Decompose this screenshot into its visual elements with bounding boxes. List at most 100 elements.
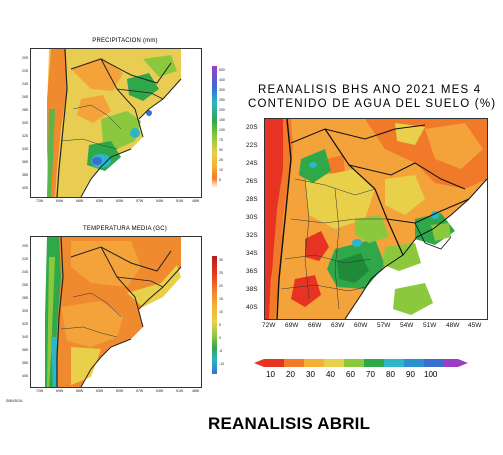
temp-cbar-tick: 20 (219, 284, 223, 288)
temp-lon-tick: 63W (96, 389, 104, 393)
soil-cbar-tick: 20 (286, 370, 295, 379)
temp-cbar-tick: 25 (219, 271, 223, 275)
temp-cbar-tick: 0 (219, 336, 221, 340)
temperature-panel: TEMPERATURA MEDIA (GC) 20S 22S 24S (6, 226, 230, 406)
soil-lat-tick: 40S (246, 304, 258, 311)
soil-lon-tick: 60W (354, 322, 368, 329)
precip-lat-tick: 40S (22, 186, 29, 190)
precip-lat-tick: 34S (22, 147, 29, 151)
soil-lon-tick: 51W (423, 322, 437, 329)
temp-lon-tick: 66W (76, 389, 84, 393)
precip-cbar-tick: 75 (219, 138, 223, 142)
soil-cbar-tick: 80 (386, 370, 395, 379)
temp-cbar-tick: -10 (219, 362, 225, 366)
precipitation-colorbar (212, 66, 217, 188)
soil-moisture-map-graphic (265, 119, 487, 319)
precip-cbar-tick: 50 (219, 148, 223, 152)
precip-lon-tick: 60W (116, 199, 124, 203)
precipitation-map-graphic (31, 49, 201, 197)
temp-lon-tick: 54W (156, 389, 164, 393)
temp-lat-tick: 28S (22, 296, 29, 300)
temp-lat-tick: 40S (22, 374, 29, 378)
precip-lat-tick: 36S (22, 160, 29, 164)
precip-lon-tick: 63W (96, 199, 104, 203)
precip-lon-tick: 54W (156, 199, 164, 203)
precip-cbar-tick: 400 (219, 78, 225, 82)
precip-lon-tick: 51W (176, 199, 184, 203)
soil-cbar-tick: 60 (346, 370, 355, 379)
temperature-title: TEMPERATURA MEDIA (GC) (83, 226, 167, 232)
temp-cbar-tick: 15 (219, 297, 223, 301)
precip-lat-tick: 26S (22, 95, 29, 99)
soil-lat-tick: 34S (246, 250, 258, 257)
temp-lat-tick: 24S (22, 270, 29, 274)
precip-lon-tick: 48W (192, 199, 200, 203)
precip-lat-tick: 20S (22, 56, 29, 60)
soil-cbar-tick: 90 (406, 370, 415, 379)
soil-moisture-map (264, 118, 488, 320)
soil-cbar-tick: 40 (326, 370, 335, 379)
temp-cbar-tick: 10 (219, 310, 223, 314)
precip-lat-tick: 22S (22, 69, 29, 73)
temp-lat-tick: 32S (22, 322, 29, 326)
precip-cbar-tick: 300 (219, 88, 225, 92)
precip-lat-tick: 30S (22, 121, 29, 125)
temp-cbar-tick: 30 (219, 258, 223, 262)
precip-lat-tick: 32S (22, 134, 29, 138)
soil-lat-tick: 28S (246, 196, 258, 203)
temperature-credit: SMN/DGA (6, 399, 23, 403)
precip-cbar-tick: 10 (219, 168, 223, 172)
soil-cbar-tick: 70 (366, 370, 375, 379)
soil-lon-tick: 48W (446, 322, 460, 329)
precip-cbar-tick: 250 (219, 98, 225, 102)
soil-lat-tick: 30S (246, 214, 258, 221)
soil-lon-tick: 69W (285, 322, 299, 329)
precip-cbar-tick: 150 (219, 118, 225, 122)
precip-lon-tick: 66W (76, 199, 84, 203)
soil-lon-tick: 63W (331, 322, 345, 329)
soil-lon-tick: 72W (262, 322, 276, 329)
precip-cbar-tick: 500 (219, 68, 225, 72)
temperature-map-graphic (31, 237, 201, 387)
precip-lat-tick: 24S (22, 82, 29, 86)
precip-lat-tick: 28S (22, 108, 29, 112)
temperature-colorbar (212, 256, 217, 374)
soil-lon-tick: 54W (400, 322, 414, 329)
temp-lat-tick: 34S (22, 335, 29, 339)
soil-lat-tick: 36S (246, 268, 258, 275)
soil-cbar-tick: 10 (266, 370, 275, 379)
temp-lon-tick: 72W (36, 389, 44, 393)
precipitation-map (30, 48, 202, 198)
soil-lat-tick: 22S (246, 142, 258, 149)
soil-moisture-panel: REANALISIS BHS ANO 2021 MES 4 CONTENIDO … (240, 80, 498, 385)
temp-lat-tick: 30S (22, 309, 29, 313)
soil-colorbar (254, 359, 468, 367)
soil-lon-tick: 45W (468, 322, 482, 329)
soil-lon-tick: 66W (308, 322, 322, 329)
precipitation-title: PRECIPITACION (mm) (92, 38, 158, 44)
soil-title-line1: REANALISIS BHS ANO 2021 MES 4 (258, 84, 482, 96)
temp-lat-tick: 22S (22, 257, 29, 261)
precip-lat-tick: 38S (22, 173, 29, 177)
temp-lon-tick: 48W (192, 389, 200, 393)
precip-cbar-tick: 5 (219, 178, 221, 182)
soil-lat-tick: 38S (246, 286, 258, 293)
precip-cbar-tick: 25 (219, 158, 223, 162)
temp-lon-tick: 57W (136, 389, 144, 393)
precip-lon-tick: 57W (136, 199, 144, 203)
temp-lon-tick: 51W (176, 389, 184, 393)
temp-lat-tick: 36S (22, 348, 29, 352)
precip-lon-tick: 72W (36, 199, 44, 203)
temp-lat-tick: 38S (22, 361, 29, 365)
temp-cbar-tick: -5 (219, 349, 223, 353)
soil-lat-tick: 32S (246, 232, 258, 239)
temp-lat-tick: 20S (22, 244, 29, 248)
soil-lat-tick: 24S (246, 160, 258, 167)
temperature-map (30, 236, 202, 388)
soil-cbar-tick: 30 (306, 370, 315, 379)
precipitation-panel: PRECIPITACION (mm) (20, 38, 230, 210)
soil-cbar-tick: 100 (424, 370, 438, 379)
soil-title-line2: CONTENIDO DE AGUA DEL SUELO (%) (248, 98, 497, 110)
soil-lat-tick: 20S (246, 124, 258, 131)
soil-lon-tick: 57W (377, 322, 391, 329)
